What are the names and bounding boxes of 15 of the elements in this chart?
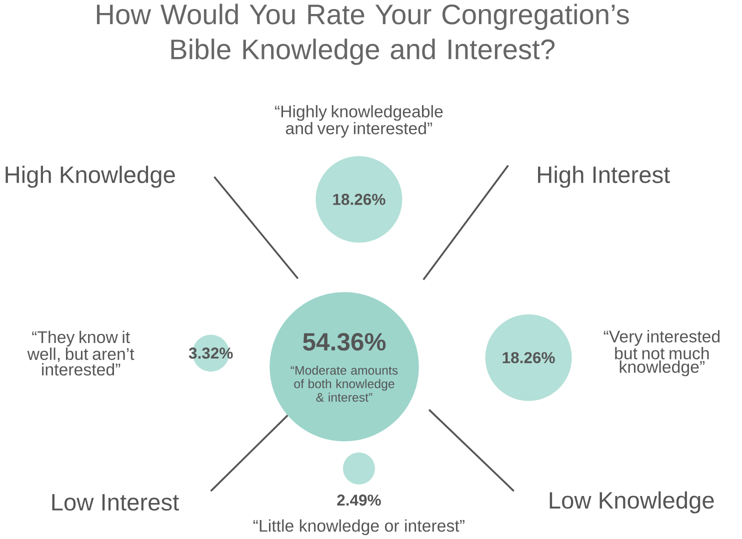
category-label: “They know it well, but aren’t interested” <box>27 330 134 376</box>
data-label: 3.32% <box>188 348 233 359</box>
text: How Would You Rate Your Congregation’s Bible Knowledge and Interest? <box>96 4 629 65</box>
data-label: 18.26% <box>333 194 386 206</box>
category-label: “Very interested but not much knowledge” <box>604 330 720 376</box>
text: High Interest <box>538 166 670 188</box>
data-label: 54.36% <box>302 333 386 351</box>
data-label: 2.49% <box>337 494 381 506</box>
data-label: 18.26% <box>502 352 555 364</box>
text: High Knowledge <box>6 166 175 188</box>
category-label: “Moderate amounts of both knowledge & interest” <box>290 366 398 402</box>
category-label: “Highly knowledgeable and very interested” <box>275 105 443 138</box>
category-label: “Little knowledge or interest” <box>253 519 464 536</box>
text: Low Interest <box>52 494 179 511</box>
text: Low Knowledge <box>550 491 714 514</box>
